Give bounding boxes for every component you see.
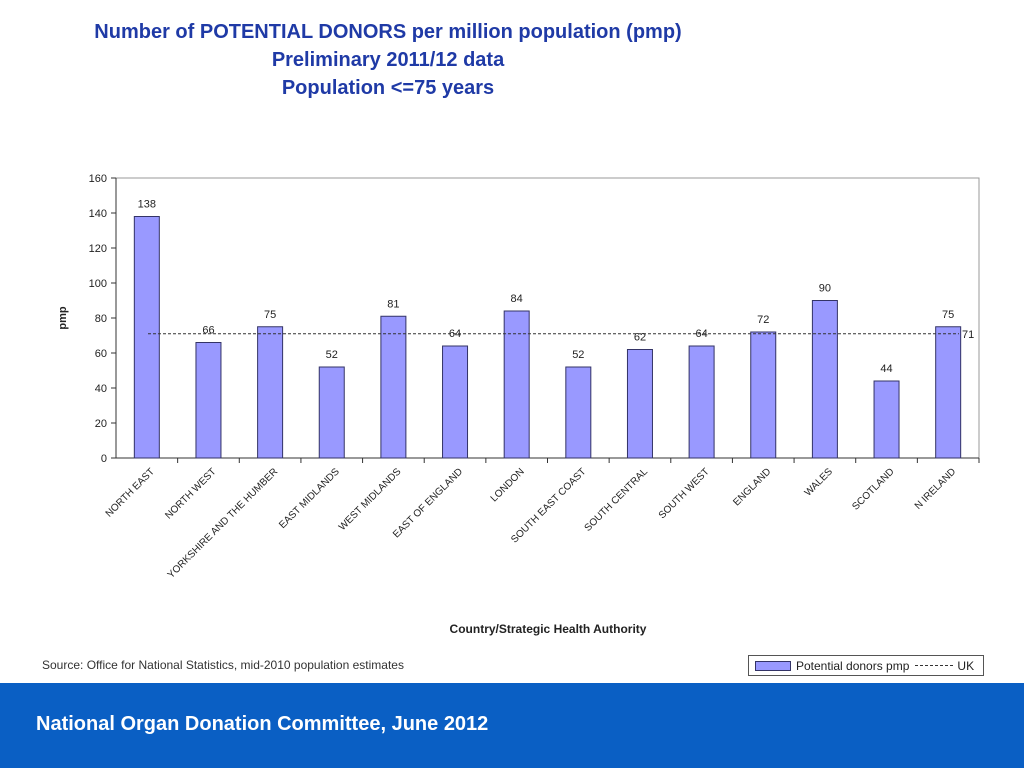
data-label: 75 — [942, 309, 954, 321]
y-tick-label: 60 — [95, 348, 107, 360]
chart-legend: Potential donors pmp UK — [748, 655, 984, 676]
bar — [257, 326, 284, 459]
data-label: 84 — [511, 293, 523, 305]
title-line-3: Population <=75 years — [281, 77, 495, 99]
y-tick-label: 80 — [95, 313, 107, 325]
bar — [380, 315, 407, 459]
footer-bar: National Organ Donation Committee, June … — [0, 683, 1024, 768]
legend-line-label: UK — [957, 658, 975, 673]
x-tick-label: NORTH WEST — [163, 466, 218, 521]
bar — [442, 345, 469, 459]
x-tick-label: SOUTH WEST — [657, 466, 712, 521]
uk-reference-label: 71 — [962, 329, 974, 341]
x-tick-label: WALES — [803, 466, 836, 499]
bar — [750, 331, 777, 459]
plot-area — [115, 177, 980, 459]
bar — [133, 216, 160, 459]
y-tick-label: 100 — [89, 278, 107, 290]
x-tick-label: EAST MIDLANDS — [277, 466, 342, 531]
x-tick-label: SOUTH CENTRAL — [583, 466, 651, 534]
x-tick-label: EAST OF ENGLAND — [391, 466, 465, 540]
bar — [688, 345, 715, 459]
bar-chart: 0 20 40 60 80 100 120 140 160 pmp 138 NORTH EAST 66 N… — [57, 173, 980, 636]
data-label: 64 — [695, 328, 707, 340]
y-axis-label: pmp — [57, 306, 69, 330]
bar — [565, 366, 592, 459]
bar — [873, 380, 900, 459]
y-tick-label: 20 — [95, 418, 107, 430]
y-tick-label: 140 — [89, 208, 107, 220]
bar — [195, 342, 222, 459]
title-line-2: Preliminary 2011/12 data — [271, 49, 505, 71]
data-label: 52 — [572, 349, 584, 361]
data-label: 52 — [326, 349, 338, 361]
source-note: Source: Office for National Statistics, … — [42, 658, 404, 672]
data-label: 66 — [202, 325, 214, 337]
bar — [811, 300, 838, 459]
data-label: 44 — [880, 363, 892, 375]
data-label: 81 — [387, 298, 399, 310]
legend-bar-swatch — [755, 660, 791, 671]
x-tick-label: LONDON — [489, 466, 527, 504]
y-tick-label: 0 — [101, 453, 107, 465]
legend-bar-label: Potential donors pmp — [796, 658, 910, 673]
bar — [503, 310, 530, 459]
data-label: 72 — [757, 314, 769, 326]
x-tick-label: NORTH EAST — [104, 466, 157, 519]
x-axis-label: Country/Strategic Health Authority — [450, 622, 647, 636]
x-tick-label: ENGLAND — [731, 466, 773, 508]
bar — [318, 366, 345, 459]
x-tick-label: SCOTLAND — [850, 466, 896, 512]
y-tick-label: 120 — [89, 243, 107, 255]
bar — [626, 349, 653, 459]
x-tick-label: WEST MIDLANDS — [337, 466, 404, 533]
data-label: 90 — [819, 283, 831, 295]
y-tick-label: 160 — [89, 173, 107, 185]
x-tick-label: YORKSHIRE AND THE HUMBER — [166, 466, 281, 581]
data-label: 75 — [264, 309, 276, 321]
footer-text: National Organ Donation Committee, June … — [36, 713, 489, 735]
data-label: 62 — [634, 332, 646, 344]
chart-title: Number of POTENTIAL DONORS per million p… — [0, 18, 776, 102]
title-line-1: Number of POTENTIAL DONORS per million p… — [94, 21, 682, 43]
x-tick-label: N IRELAND — [913, 466, 959, 512]
legend-line-sample — [915, 665, 954, 666]
y-tick-label: 40 — [95, 383, 107, 395]
bar — [935, 326, 962, 459]
data-label: 138 — [138, 199, 156, 211]
